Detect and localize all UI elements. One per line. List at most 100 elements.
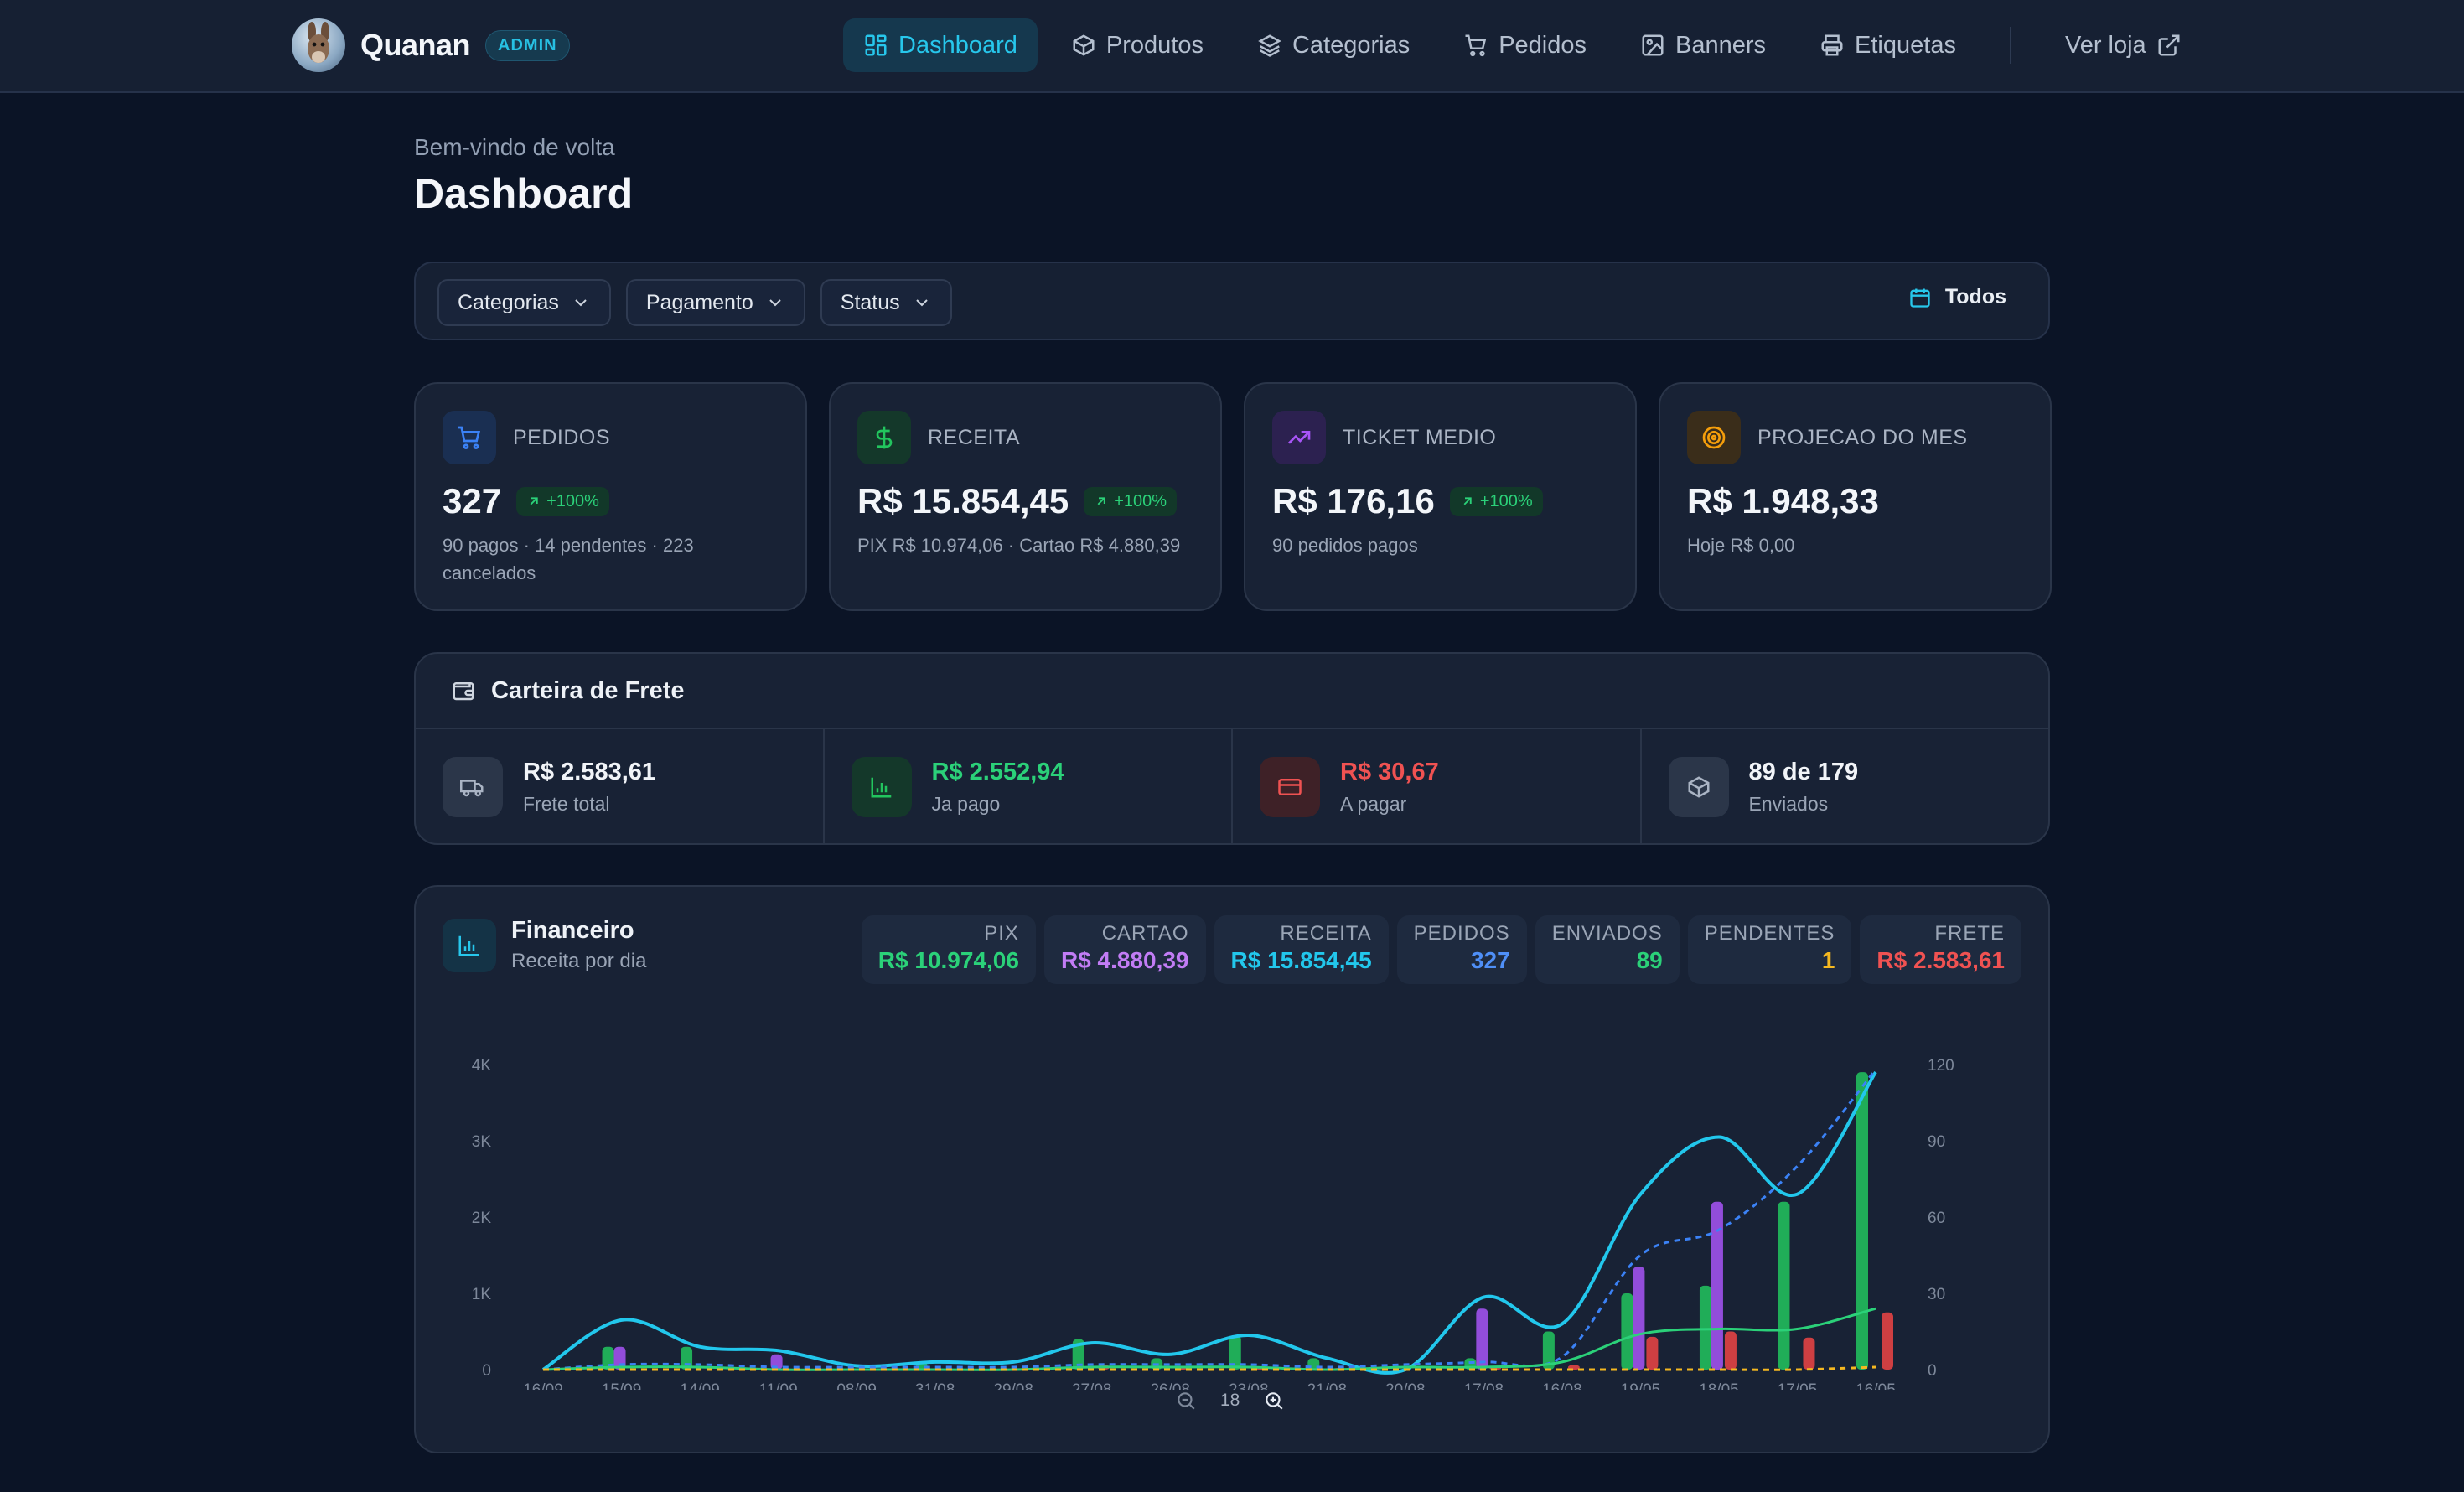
status-filter[interactable]: Status bbox=[820, 279, 952, 326]
bar-pix bbox=[1699, 1285, 1711, 1370]
y-left-tick-label: 2K bbox=[472, 1210, 492, 1227]
status-filter-label: Status bbox=[840, 290, 900, 314]
view-store-label: Ver loja bbox=[2064, 31, 2146, 59]
payment-filter[interactable]: Pagamento bbox=[625, 279, 805, 326]
dollar-icon bbox=[857, 411, 911, 464]
avatar[interactable] bbox=[292, 18, 345, 72]
chevron-down-icon bbox=[769, 299, 781, 307]
page-title: Dashboard bbox=[414, 170, 634, 217]
finance-title: Financeiro bbox=[511, 917, 634, 944]
summary-shipped: ENVIADOS 89 bbox=[1535, 915, 1680, 984]
y-left-tick-label: 0 bbox=[482, 1362, 491, 1380]
trend-value: +100% bbox=[1479, 491, 1533, 510]
nav-etiquetas[interactable]: Etiquetas bbox=[1799, 18, 1976, 72]
wallet-value: R$ 30,67 bbox=[1340, 759, 1439, 785]
categories-filter[interactable]: Categorias bbox=[437, 279, 611, 326]
layers-icon bbox=[1258, 34, 1281, 57]
credit-card-icon bbox=[1260, 757, 1320, 817]
x-tick-label: 20/08 bbox=[1385, 1381, 1426, 1390]
target-icon bbox=[1687, 411, 1741, 464]
pill-label: CARTAO bbox=[1101, 922, 1189, 945]
wallet-label: Enviados bbox=[1748, 793, 1829, 815]
cart-icon bbox=[443, 411, 496, 464]
trend-value: +100% bbox=[1114, 491, 1167, 510]
card-label: PROJECAO DO MES bbox=[1757, 425, 1968, 449]
nav-banners[interactable]: Banners bbox=[1620, 18, 1786, 72]
truck-icon bbox=[443, 757, 503, 817]
x-tick-label: 27/08 bbox=[1072, 1381, 1112, 1390]
bar-cartao bbox=[1476, 1308, 1488, 1370]
bar-pix bbox=[1229, 1335, 1241, 1370]
card-label: PEDIDOS bbox=[513, 425, 611, 449]
chevron-down-icon bbox=[915, 299, 928, 307]
y-right-tick-label: 0 bbox=[1928, 1362, 1937, 1380]
nav-label: Produtos bbox=[1105, 31, 1204, 59]
card-subtext: 90 pedidos pagos bbox=[1272, 535, 1418, 556]
y-right-tick-label: 120 bbox=[1928, 1057, 1954, 1075]
x-tick-label: 18/05 bbox=[1699, 1381, 1739, 1390]
payment-filter-label: Pagamento bbox=[645, 290, 753, 314]
cart-icon bbox=[1465, 34, 1487, 57]
bar-chart-icon bbox=[443, 918, 496, 972]
wallet-icon bbox=[453, 682, 474, 701]
summary-card: CARTAO R$ 4.880,39 bbox=[1043, 915, 1206, 984]
pill-value: R$ 2.583,61 bbox=[1876, 947, 2005, 973]
wallet-label: Ja pago bbox=[931, 793, 1001, 815]
zoom-in-icon[interactable] bbox=[1263, 1390, 1285, 1412]
pill-value: 89 bbox=[1636, 947, 1663, 973]
image-icon bbox=[1642, 34, 1664, 56]
bar-frete bbox=[1724, 1331, 1737, 1370]
freight-paid: R$ 2.552,94 Ja pago bbox=[825, 729, 1233, 843]
x-tick-label: 16/08 bbox=[1542, 1381, 1582, 1390]
y-right-tick-label: 30 bbox=[1928, 1286, 1945, 1303]
brand[interactable]: Quanan ADMIN bbox=[292, 18, 570, 72]
arrow-up-right-icon bbox=[1097, 497, 1105, 505]
x-tick-label: 08/09 bbox=[836, 1381, 877, 1390]
revenue-card: RECEITA R$ 15.854,45 +100% PIX R$ 10.974… bbox=[829, 382, 1222, 611]
nav-pedidos[interactable]: Pedidos bbox=[1443, 18, 1607, 72]
package-icon bbox=[1668, 757, 1729, 817]
bar-frete bbox=[1803, 1337, 1815, 1370]
top-navigation-bar: Quanan ADMIN Dashboard Produtos Categori… bbox=[0, 0, 2464, 93]
pill-value: R$ 10.974,06 bbox=[877, 947, 1019, 973]
nav-label: Banners bbox=[1675, 31, 1767, 59]
trending-up-icon bbox=[1272, 411, 1326, 464]
main-nav: Dashboard Produtos Categorias Pedidos Ba… bbox=[843, 18, 2202, 72]
x-tick-label: 17/05 bbox=[1778, 1381, 1818, 1390]
card-value: 327 bbox=[443, 481, 502, 521]
card-value: R$ 176,16 bbox=[1272, 481, 1435, 521]
summary-freight: FRETE R$ 2.583,61 bbox=[1860, 915, 2021, 984]
bar-frete bbox=[1646, 1336, 1659, 1370]
calendar-icon bbox=[1910, 288, 1930, 308]
nav-produtos[interactable]: Produtos bbox=[1051, 18, 1224, 72]
freight-shipped: 89 de 179 Enviados bbox=[1642, 729, 2049, 843]
zoom-out-icon[interactable] bbox=[1175, 1390, 1197, 1412]
freight-total: R$ 2.583,61 Frete total bbox=[416, 729, 825, 843]
pill-value: 327 bbox=[1470, 947, 1510, 973]
nav-divider bbox=[2009, 27, 2011, 64]
x-tick-label: 16/05 bbox=[1856, 1381, 1896, 1390]
line-enviados bbox=[542, 1307, 1876, 1371]
pill-value: R$ 15.854,45 bbox=[1230, 947, 1372, 973]
x-tick-label: 23/08 bbox=[1229, 1381, 1269, 1390]
card-label: RECEITA bbox=[928, 425, 1020, 449]
y-right-tick-label: 90 bbox=[1928, 1133, 1945, 1151]
finance-panel: Financeiro Receita por dia PIX R$ 10.974,… bbox=[414, 885, 2050, 1453]
nav-label: Etiquetas bbox=[1855, 31, 1956, 59]
x-tick-label: 14/09 bbox=[680, 1381, 720, 1390]
x-tick-label: 19/05 bbox=[1621, 1381, 1661, 1390]
freight-to-pay: R$ 30,67 A pagar bbox=[1233, 729, 1642, 843]
period-selector[interactable]: Todos bbox=[1908, 285, 2006, 309]
bar-pix bbox=[1621, 1293, 1633, 1370]
kpi-cards: PEDIDOS 327 +100% 90 pagos · 14 pendente… bbox=[414, 382, 2052, 611]
nav-dashboard[interactable]: Dashboard bbox=[843, 18, 1038, 72]
dashboard-icon bbox=[865, 34, 887, 56]
pill-value: R$ 4.880,39 bbox=[1060, 947, 1189, 973]
chevron-down-icon bbox=[575, 299, 587, 307]
view-store-link[interactable]: Ver loja bbox=[2045, 18, 2202, 72]
bar-cartao bbox=[1633, 1267, 1645, 1370]
nav-categorias[interactable]: Categorias bbox=[1237, 18, 1430, 72]
brand-name: Quanan bbox=[360, 28, 471, 62]
line-pedidos bbox=[542, 1069, 1877, 1371]
revenue-chart[interactable]: 4K 3K 2K 1K 0 120 90 60 30 0 16/09 15/09 14/09 11/09 0… bbox=[416, 1004, 2048, 1390]
